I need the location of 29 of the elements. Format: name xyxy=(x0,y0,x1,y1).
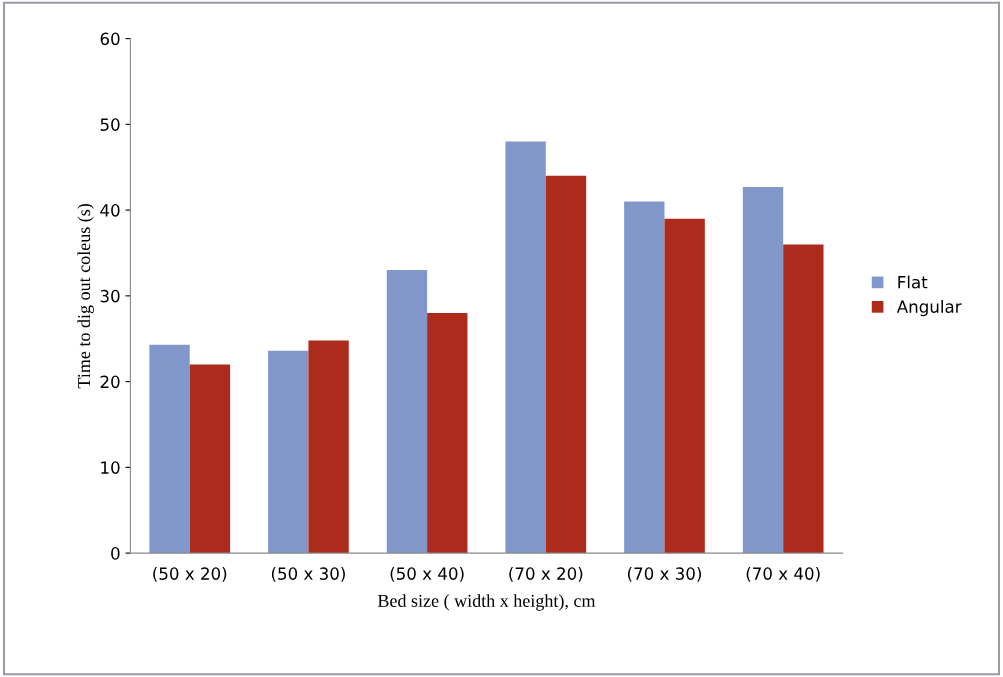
x-tick-label: (50 x 20) xyxy=(153,567,227,582)
y-tick-label: 0 xyxy=(111,547,120,560)
bar xyxy=(149,344,190,554)
bar xyxy=(427,313,468,554)
legend-label: Angular xyxy=(896,300,962,317)
y-tick-label: 50 xyxy=(100,118,120,131)
x-tick-label: (50 x 40) xyxy=(390,567,464,582)
bar xyxy=(664,218,705,554)
y-tick-label: 10 xyxy=(101,461,120,474)
bar xyxy=(308,340,349,554)
x-tick-label: (50 x 30) xyxy=(271,567,345,582)
y-tick-label: 20 xyxy=(100,375,120,389)
bar xyxy=(189,364,231,554)
y-tick-label: 60 xyxy=(100,32,120,46)
x-tick-label: (70 x 20) xyxy=(509,567,583,582)
x-axis-title: Bed size ( width x height), cm xyxy=(377,594,596,611)
y-tick-label: 30 xyxy=(100,289,120,303)
bar xyxy=(505,141,546,554)
y-axis-title: Time to dig out coleus (s) xyxy=(77,203,94,389)
bar xyxy=(783,244,824,554)
bar xyxy=(386,270,428,554)
bar xyxy=(742,186,784,554)
bar xyxy=(624,201,665,554)
legend-label: Flat xyxy=(898,275,928,289)
y-tick-label: 40 xyxy=(100,204,120,217)
x-tick-label: (70 x 40) xyxy=(746,567,820,582)
x-tick-label: (70 x 30) xyxy=(627,567,701,582)
bar xyxy=(545,175,587,554)
bar xyxy=(268,350,309,554)
